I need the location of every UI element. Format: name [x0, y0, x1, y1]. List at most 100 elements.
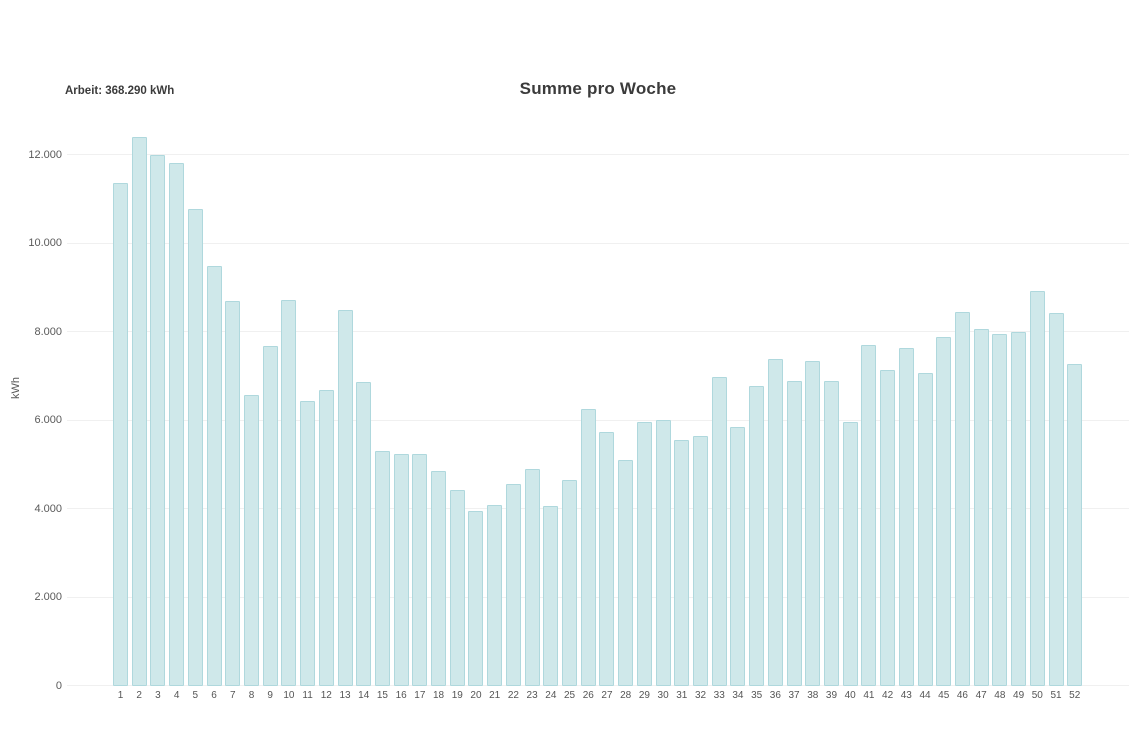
x-tick-label: 39 [825, 690, 838, 701]
x-tick-label: 46 [956, 690, 968, 701]
gridline [67, 154, 1129, 155]
bar-week-3[interactable] [150, 155, 166, 686]
bar-week-22[interactable] [505, 484, 521, 686]
bar-week-4[interactable] [169, 163, 185, 686]
bar-week-25[interactable] [562, 480, 578, 686]
bar-week-5[interactable] [187, 209, 203, 686]
bar-week-28[interactable] [618, 460, 634, 686]
bar-week-10[interactable] [281, 299, 297, 686]
bar-week-9[interactable] [262, 345, 278, 686]
bar-week-50[interactable] [1029, 290, 1045, 686]
y-tick-label: 6.000 [34, 414, 62, 426]
y-tick-label: 8.000 [34, 325, 62, 338]
x-tick-label: 1 [117, 690, 124, 701]
y-tick-label: 4.000 [34, 502, 62, 515]
x-tick-label: 34 [732, 690, 744, 701]
x-tick-label: 47 [975, 690, 987, 701]
bar-week-32[interactable] [693, 436, 708, 686]
gridline [67, 508, 1129, 509]
bar-week-26[interactable] [580, 409, 596, 686]
bar-week-27[interactable] [599, 432, 615, 686]
bar-week-45[interactable] [936, 336, 952, 686]
y-axis-title: kWh [10, 377, 22, 399]
bar-week-44[interactable] [917, 373, 933, 686]
x-tick-label: 37 [788, 690, 800, 701]
x-tick-label: 23 [526, 690, 538, 701]
x-tick-label: 14 [358, 690, 370, 701]
x-tick-label: 6 [211, 690, 217, 701]
x-tick-label: 32 [694, 690, 707, 701]
bar-week-40[interactable] [842, 421, 858, 686]
bar-week-34[interactable] [730, 427, 746, 686]
x-tick-label: 26 [582, 690, 594, 701]
x-tick-label: 13 [339, 690, 351, 701]
bar-week-7[interactable] [225, 300, 241, 686]
x-tick-label: 22 [507, 690, 519, 701]
chart-title: Summe pro Woche [519, 79, 677, 98]
x-tick-label: 30 [657, 690, 669, 701]
bar-week-39[interactable] [823, 381, 839, 686]
y-tick-label: 12.000 [28, 148, 62, 161]
bar-week-51[interactable] [1048, 313, 1064, 686]
bar-week-12[interactable] [318, 389, 334, 686]
x-tick-label: 52 [1069, 690, 1081, 701]
x-tick-label: 21 [489, 690, 501, 701]
x-tick-label: 19 [451, 690, 463, 701]
x-tick-label: 50 [1031, 690, 1043, 701]
x-tick-label: 42 [882, 690, 894, 701]
bar-week-36[interactable] [767, 359, 783, 686]
bar-week-49[interactable] [1011, 332, 1027, 686]
bar-week-30[interactable] [655, 420, 671, 686]
bar-week-41[interactable] [861, 345, 877, 686]
bar-week-13[interactable] [337, 310, 353, 686]
x-tick-label: 12 [320, 690, 332, 701]
bar-week-37[interactable] [786, 380, 802, 686]
x-tick-label: 33 [713, 690, 725, 701]
bar-week-43[interactable] [898, 347, 914, 686]
x-tick-label: 38 [807, 690, 819, 701]
x-tick-label: 31 [676, 690, 688, 701]
gridline [67, 419, 1129, 421]
x-tick-label: 15 [376, 690, 388, 701]
x-tick-label: 18 [433, 690, 445, 701]
y-tick-label: 2.000 [34, 591, 62, 603]
x-tick-label: 51 [1050, 690, 1062, 701]
bar-week-19[interactable] [449, 490, 465, 686]
bar-week-18[interactable] [431, 471, 447, 686]
bar-week-2[interactable] [131, 136, 147, 686]
bar-week-42[interactable] [880, 369, 896, 686]
bar-week-16[interactable] [393, 453, 409, 686]
x-tick-label: 41 [863, 690, 875, 701]
legend-item-arbeit-total[interactable]: Arbeit: 368.290 kWh [65, 85, 175, 97]
bar-week-11[interactable] [300, 400, 316, 686]
bar-week-31[interactable] [674, 440, 690, 686]
bar-week-23[interactable] [524, 468, 540, 686]
bar-week-24[interactable] [543, 506, 559, 686]
bar-week-35[interactable] [749, 385, 765, 686]
gridline [67, 596, 1129, 598]
bar-week-6[interactable] [206, 266, 222, 686]
bar-week-20[interactable] [468, 511, 484, 686]
bar-week-47[interactable] [973, 329, 989, 686]
x-tick-label: 35 [751, 690, 763, 701]
bar-week-52[interactable] [1067, 363, 1083, 686]
bar-week-38[interactable] [805, 360, 821, 686]
x-tick-label: 9 [267, 690, 273, 701]
x-tick-label: 49 [1013, 690, 1025, 701]
bar-week-14[interactable] [356, 382, 372, 686]
bar-week-46[interactable] [954, 311, 970, 686]
bar-week-17[interactable] [412, 453, 428, 686]
bar-week-21[interactable] [487, 505, 503, 686]
x-tick-label: 2 [136, 690, 142, 701]
bar-week-48[interactable] [992, 333, 1008, 686]
x-tick-label: 4 [173, 690, 180, 701]
y-tick-label: 10.000 [28, 237, 62, 249]
bar-week-15[interactable] [374, 450, 390, 686]
bar-week-1[interactable] [113, 183, 128, 686]
bar-week-8[interactable] [243, 395, 259, 686]
bar-week-33[interactable] [711, 376, 727, 686]
bar-week-29[interactable] [636, 422, 652, 686]
x-tick-label: 36 [769, 690, 781, 701]
x-tick-label: 27 [601, 690, 613, 701]
